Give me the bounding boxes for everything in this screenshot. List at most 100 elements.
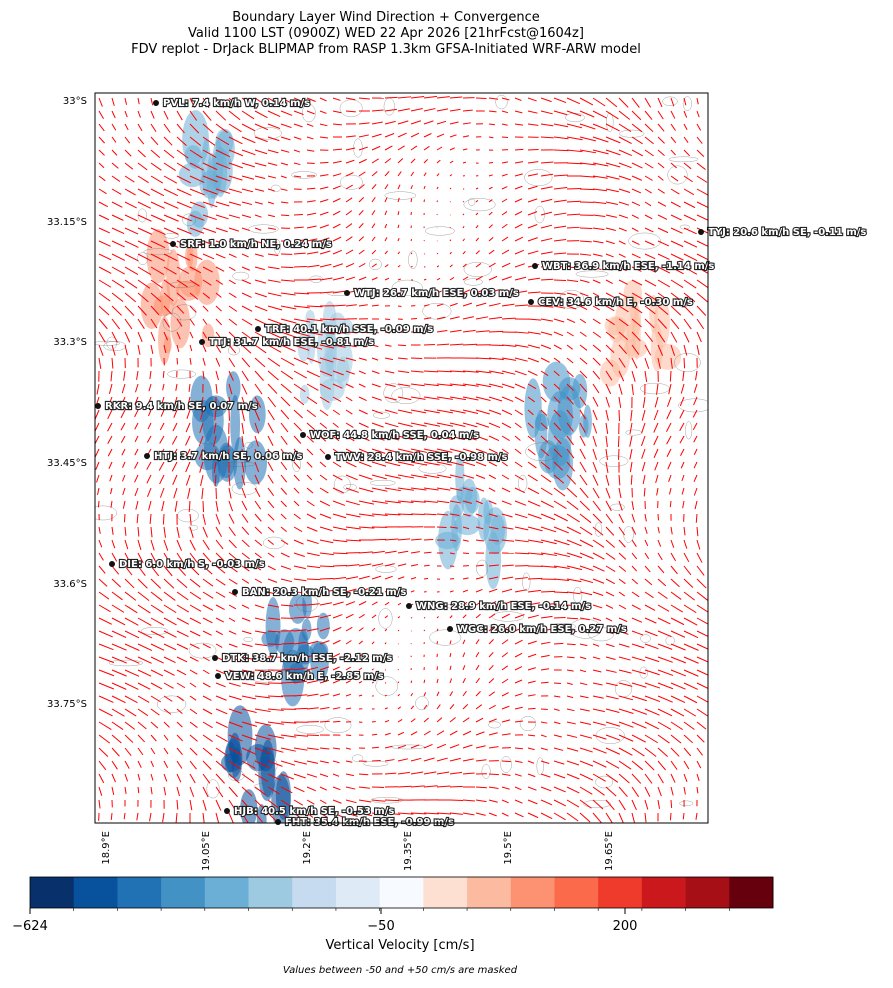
wind-arrow <box>411 266 413 267</box>
station-label: WGC: 26.0 km/h ESE, 0.27 m/s <box>457 624 627 635</box>
wind-arrow <box>281 215 289 216</box>
colorbar-segment <box>467 877 511 908</box>
wind-arrow <box>163 514 164 525</box>
wind-arrow <box>372 539 386 540</box>
station-label: HTJ: 3.7 km/h SE, 0.06 m/s <box>154 451 302 462</box>
wind-arrow <box>450 227 451 228</box>
station-dot <box>325 454 331 460</box>
station-label: WTJ: 26.7 km/h ESE, 0.03 m/s <box>354 288 519 299</box>
title-line: Valid 1100 LST (0900Z) WED 22 Apr 2026 [… <box>188 26 584 41</box>
wind-arrow <box>424 514 437 515</box>
wind-arrow <box>528 149 539 150</box>
station-label: BAN: 20.3 km/h SE, -0.21 m/s <box>242 587 406 598</box>
terrain-patch <box>141 282 163 329</box>
wind-arrow <box>670 813 671 820</box>
wind-arrow <box>554 643 563 644</box>
colorbar-segment <box>292 877 336 908</box>
station-dot <box>224 808 230 814</box>
wind-arrow <box>268 644 281 645</box>
wind-arrow <box>450 240 451 241</box>
colorbar-segment <box>423 877 467 908</box>
station-dot <box>255 326 261 332</box>
station-label: DIE: 6.0 km/h S, -0.03 m/s <box>119 559 265 570</box>
colorbar-tick-label: −50 <box>367 919 394 934</box>
terrain-patch <box>185 145 202 165</box>
wind-arrow <box>424 617 425 618</box>
wind-arrow <box>437 253 438 254</box>
wind-arrow <box>618 436 619 447</box>
station-label: CEV: 34.6 km/h E, -0.30 m/s <box>538 297 693 308</box>
station-label: PVL: 7.4 km/h W, 0.14 m/s <box>163 98 310 109</box>
station-dot <box>532 263 538 269</box>
station-dot <box>344 290 350 296</box>
wind-arrow <box>124 514 125 522</box>
wind-arrow <box>424 578 428 579</box>
wind-arrow <box>437 527 446 528</box>
wind-arrow <box>567 618 578 619</box>
wind-arrow <box>177 358 178 364</box>
wind-arrow <box>463 201 464 202</box>
station-dot <box>212 655 218 661</box>
colorbar-tick-label: −624 <box>12 919 48 934</box>
lat-tick-label: 33.75°S <box>47 699 87 710</box>
colorbar-segment <box>598 877 642 908</box>
title-line: Boundary Layer Wind Direction + Converge… <box>232 10 540 25</box>
colorbar-segment <box>511 877 555 908</box>
station-dot <box>170 241 176 247</box>
lon-tick-label: 19.35°E <box>403 831 414 871</box>
colorbar-segment <box>642 877 686 908</box>
title-line: FDV replot - DrJack BLIPMAP from RASP 1.… <box>131 42 641 57</box>
wind-arrow <box>228 436 229 447</box>
colorbar-segment <box>729 877 773 908</box>
terrain-patch <box>258 747 275 801</box>
wind-arrow <box>163 371 164 378</box>
station-dot <box>447 626 453 632</box>
wind-arrow <box>515 748 523 749</box>
wind-arrow <box>411 239 412 241</box>
wind-arrow <box>515 553 529 554</box>
colorbar-label: Vertical Velocity [cm/s] <box>325 938 474 953</box>
station-dot <box>300 432 306 438</box>
wind-arrow <box>554 150 568 151</box>
wind-arrow <box>411 199 412 202</box>
colorbar-segment <box>336 877 380 908</box>
colorbar-tick-label: 200 <box>613 919 638 934</box>
colorbar-segment <box>74 877 118 908</box>
wind-arrow <box>541 709 548 710</box>
colorbar-segment <box>686 877 730 908</box>
wind-arrow <box>618 449 619 460</box>
wind-arrow <box>424 344 435 345</box>
wind-arrow <box>424 630 425 631</box>
station-dot <box>232 589 238 595</box>
wind-arrow <box>98 501 99 507</box>
wind-arrow <box>398 669 399 670</box>
colorbar: −624 −50 200 Vertical Velocity [cm/s] Values… <box>12 877 773 976</box>
station-dot <box>275 819 281 825</box>
station-label: VEW: 48.6 km/h E, -2.85 m/s <box>225 671 384 682</box>
wind-arrow <box>307 163 315 164</box>
wind-arrow <box>489 774 499 775</box>
wind-arrow <box>372 721 376 722</box>
wind-arrow <box>528 708 536 709</box>
wind-arrow <box>111 813 112 820</box>
terrain-patch <box>300 385 310 404</box>
lon-tick-label: 18.9°E <box>101 831 112 865</box>
lat-tick-label: 33°S <box>63 96 87 107</box>
station-dot <box>215 673 221 679</box>
station-label: TYJ: 20.6 km/h SE, -0.11 m/s <box>708 227 866 238</box>
station-label: DTK: 38.7 km/h ESE, -2.12 m/s <box>222 653 392 664</box>
wind-arrow <box>333 721 340 722</box>
note: Values between -50 and +50 cm/s are mask… <box>283 965 518 976</box>
wind-arrow <box>567 227 580 228</box>
terrain-patch <box>579 415 589 438</box>
wind-arrow <box>424 200 425 202</box>
wind-arrow <box>385 319 390 320</box>
station-dot <box>528 299 534 305</box>
wind-arrow <box>385 97 398 98</box>
station-dot <box>144 453 150 459</box>
wind-arrow <box>554 592 568 593</box>
station-dot <box>406 603 412 609</box>
station-label: TWV: 28.4 km/h SSE, -0.98 m/s <box>335 452 508 463</box>
wind-arrow <box>294 214 303 215</box>
colorbar-segment <box>249 877 293 908</box>
